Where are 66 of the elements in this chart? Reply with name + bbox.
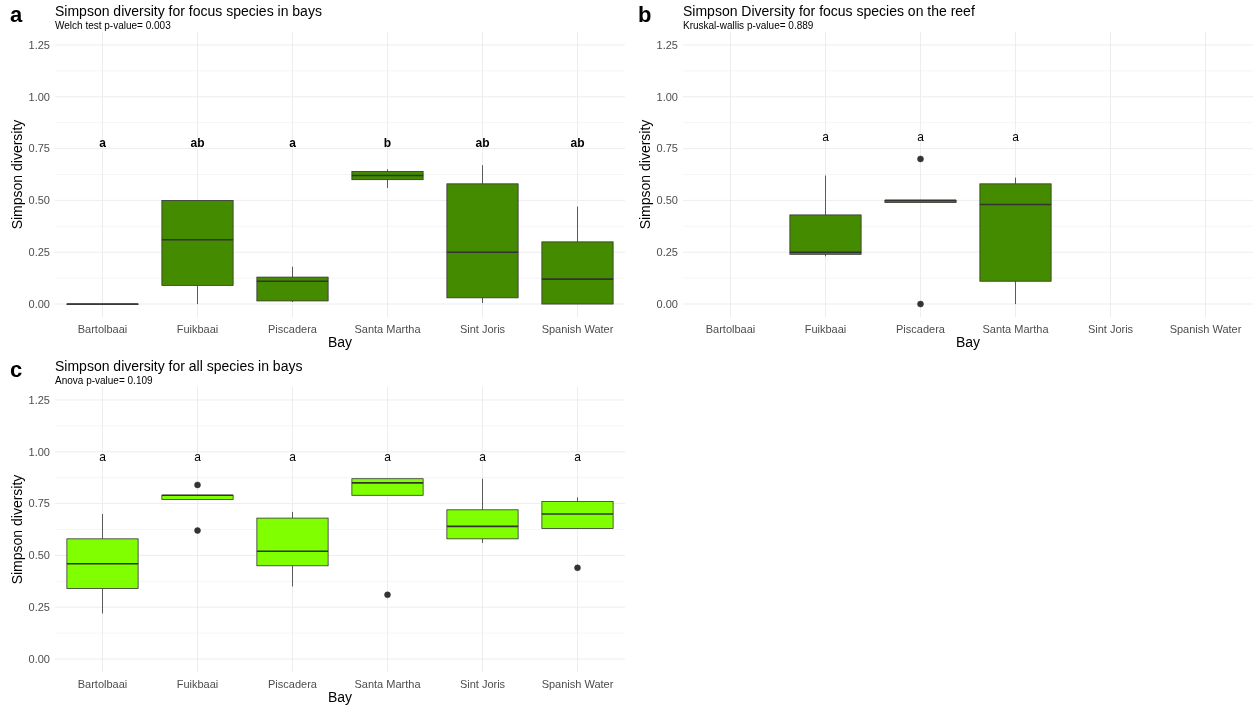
y-tick-label: 0.50 [656,194,678,207]
annotation: a [289,136,297,151]
y-axis-title: Simpson diversity [9,474,25,585]
x-tick-label: Santa Martha [982,323,1050,335]
annotation: a [1012,130,1020,145]
x-tick-label: Santa Martha [354,323,422,335]
annotation: ab [190,136,205,151]
x-tick-label: Bartolbaai [77,678,128,690]
annotation: a [194,449,202,464]
y-tick-label: 0.00 [28,652,50,665]
y-tick-label: 1.25 [656,38,678,51]
annotation: a [822,130,830,145]
annotation: ab [570,136,585,151]
annotation: ab [475,136,490,151]
x-axis-title: Bay [327,689,353,705]
y-tick-label: 0.00 [656,297,678,310]
x-tick-label: Fuikbaai [176,678,219,690]
y-tick-label: 1.00 [656,90,678,103]
x-tick-label: Bartolbaai [77,323,128,335]
chart-subtitle: Anova p-value= 0.109 [55,375,154,386]
x-tick-label: Piscadera [268,678,318,690]
x-tick-label: Santa Martha [354,678,422,690]
annotation: a [99,449,107,464]
chart-title: Simpson Diversity for focus species on the reef [683,3,975,19]
annotation: a [574,449,582,464]
annotation: a [917,130,925,145]
y-tick-label: 0.25 [656,246,678,259]
x-axis-title: Bay [955,334,981,350]
text: a [10,2,23,27]
y-tick-label: 0.25 [28,601,50,614]
y-tick-label: 0.75 [656,142,678,155]
x-tick-label: Fuikbaai [176,323,219,335]
x-tick-label: Bartolbaai [705,323,756,335]
y-tick-label: 1.00 [28,90,50,103]
text: b [638,2,652,27]
chart-title: Simpson diversity for focus species in bays [55,3,322,19]
x-tick-label: Sint Joris [459,323,506,335]
x-axis-title: Bay [327,334,353,350]
y-axis-title: Simpson diversity [9,119,25,230]
chart-title: Simpson diversity for all species in bays [55,358,303,374]
x-tick-label: Spanish Water [1169,323,1242,335]
y-tick-label: 1.25 [28,38,50,51]
y-tick-label: 0.75 [28,142,50,155]
x-tick-label: Fuikbaai [804,323,847,335]
chart-subtitle: Kruskal-wallis p-value= 0.889 [683,20,814,31]
y-tick-label: 0.50 [28,549,50,562]
x-tick-label: Spanish Water [541,323,614,335]
y-axis-title: Simpson diversity [637,119,653,230]
x-tick-label: Sint Joris [1087,323,1134,335]
y-tick-label: 0.25 [28,246,50,259]
x-tick-label: Piscadera [896,323,946,335]
x-tick-label: Sint Joris [459,678,506,690]
y-tick-label: 1.00 [28,445,50,458]
x-tick-label: Piscadera [268,323,318,335]
text: c [10,357,23,382]
annotation: a [289,449,297,464]
annotation: b [383,136,392,151]
y-tick-label: 0.75 [28,497,50,510]
annotation: a [479,449,487,464]
chart-subtitle: Welch test p-value= 0.003 [55,20,172,31]
y-tick-label: 0.00 [28,297,50,310]
annotation: a [384,449,392,464]
annotation: a [99,136,107,151]
y-tick-label: 0.50 [28,194,50,207]
y-tick-label: 1.25 [28,393,50,406]
x-tick-label: Spanish Water [541,678,614,690]
